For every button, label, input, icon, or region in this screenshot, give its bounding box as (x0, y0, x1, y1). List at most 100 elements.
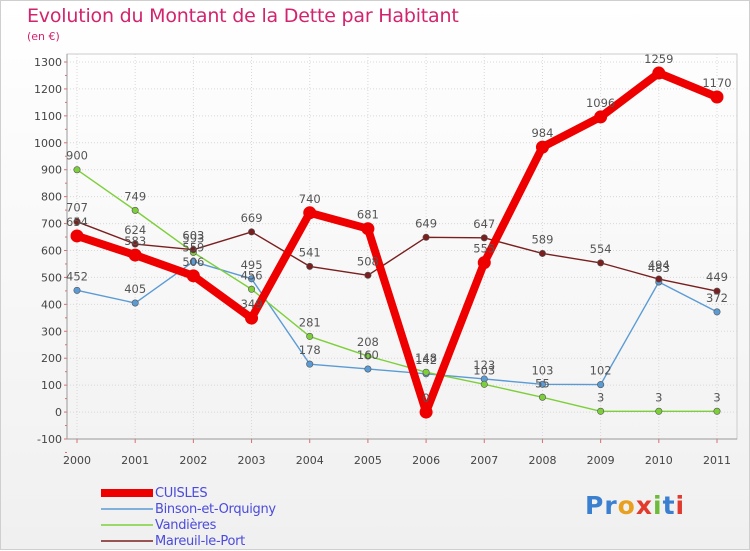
data-label-binson-et-orquigny: 405 (124, 282, 146, 296)
series-line-cuisles (73, 69, 721, 417)
y-tick-label: -100 (37, 433, 62, 446)
data-point-vandieres (422, 368, 430, 376)
data-label-binson-et-orquigny: 559 (182, 241, 204, 255)
legend-label-binson-et-orquigny: Binson-et-Orquigny (155, 501, 276, 517)
x-tick-label: 2004 (296, 454, 324, 467)
data-label-mareuil-le-port: 589 (531, 232, 553, 246)
data-label-binson-et-orquigny: 372 (706, 291, 728, 305)
data-point-vandieres (480, 380, 488, 388)
data-point-cuisles (710, 90, 724, 104)
data-label-binson-et-orquigny: 160 (357, 348, 379, 362)
data-point-cuisles (535, 140, 549, 154)
x-tick-label: 2003 (238, 454, 266, 467)
chart-title: Evolution du Montant de la Dette par Hab… (27, 5, 459, 27)
data-point-vandieres (364, 352, 372, 360)
data-point-binson-et-orquigny (364, 365, 372, 373)
data-label-vandieres: 148 (415, 351, 437, 365)
data-point-vandieres (597, 407, 605, 415)
data-label-mareuil-le-port: 541 (299, 245, 321, 259)
data-label-cuisles: 506 (182, 255, 204, 269)
y-tick-label: 600 (41, 245, 62, 258)
x-tick-label: 2002 (179, 454, 207, 467)
y-tick-label: 1200 (34, 83, 62, 96)
y-tick-label: 1300 (34, 56, 62, 69)
data-label-mareuil-le-port: 647 (473, 217, 495, 231)
data-label-vandieres: 208 (357, 335, 379, 349)
y-tick-label: 800 (41, 191, 62, 204)
data-point-mareuil-le-port (655, 275, 663, 283)
data-point-binson-et-orquigny (73, 286, 81, 294)
data-label-mareuil-le-port: 603 (182, 229, 204, 243)
data-label-vandieres: 456 (241, 268, 263, 282)
data-label-mareuil-le-port: 707 (66, 201, 88, 215)
y-tick-label: 400 (41, 298, 62, 311)
data-point-cuisles (652, 66, 666, 80)
data-point-cuisles (303, 206, 317, 220)
y-tick-label: 1000 (34, 137, 62, 150)
data-point-binson-et-orquigny (189, 258, 197, 266)
y-tick-label: 500 (41, 271, 62, 284)
data-label-binson-et-orquigny: 483 (648, 261, 670, 275)
data-label-mareuil-le-port: 649 (415, 216, 437, 230)
data-label-binson-et-orquigny: 495 (241, 258, 263, 272)
y-tick-label: 0 (55, 406, 62, 419)
x-tick-label: 2006 (412, 454, 440, 467)
data-point-cuisles (186, 269, 200, 283)
data-label-cuisles: 349 (241, 297, 263, 311)
series-line-mareuil-le-port (76, 220, 718, 292)
series-vandieres (73, 166, 721, 415)
y-tick-label: 100 (41, 379, 62, 392)
data-point-vandieres (131, 206, 139, 214)
data-point-mareuil-le-port (713, 287, 721, 295)
data-point-vandieres (713, 407, 721, 415)
legend-item-vandieres: Vandières (101, 517, 216, 533)
data-point-vandieres (73, 166, 81, 174)
x-tick-label: 2011 (703, 454, 731, 467)
data-label-vandieres: 103 (473, 363, 495, 377)
data-label-mareuil-le-port: 449 (706, 270, 728, 284)
x-tick-label: 2010 (645, 454, 673, 467)
data-label-mareuil-le-port: 494 (648, 258, 670, 272)
y-tick-label: 900 (41, 164, 62, 177)
y-tick-label: 700 (41, 218, 62, 231)
legend-swatch-mareuil-le-port (101, 540, 153, 542)
data-point-vandieres (655, 407, 663, 415)
data-point-mareuil-le-port (248, 228, 256, 236)
series-line-vandieres (76, 169, 718, 412)
series-mareuil-le-port (73, 218, 721, 295)
data-label-binson-et-orquigny: 103 (531, 363, 553, 377)
data-label-mareuil-le-port: 508 (357, 254, 379, 268)
data-point-mareuil-le-port (73, 218, 81, 226)
data-label-binson-et-orquigny: 178 (299, 343, 321, 357)
legend-label-vandieres: Vandières (155, 517, 217, 533)
data-point-cuisles (477, 256, 491, 270)
proxiti-logo: Proxiti (585, 491, 686, 520)
x-tick-label: 2001 (121, 454, 149, 467)
data-label-vandieres: 900 (66, 149, 88, 163)
data-label-vandieres: 593 (182, 231, 204, 245)
data-label-binson-et-orquigny: 123 (473, 358, 495, 372)
data-label-cuisles: 555 (473, 242, 495, 256)
y-tick-label: 300 (41, 325, 62, 338)
data-point-mareuil-le-port (480, 234, 488, 242)
data-point-cuisles (128, 248, 142, 262)
data-point-cuisles (245, 311, 259, 325)
y-tick-label: 1100 (34, 110, 62, 123)
data-label-cuisles: 1096 (586, 96, 615, 110)
data-point-mareuil-le-port (538, 249, 546, 257)
data-point-binson-et-orquigny (713, 308, 721, 316)
data-point-cuisles (361, 222, 375, 236)
data-point-binson-et-orquigny (597, 381, 605, 389)
legend-swatch-cuisles (101, 489, 153, 497)
unit-label: (en €) (27, 30, 60, 43)
data-point-binson-et-orquigny (538, 380, 546, 388)
data-label-cuisles: 984 (531, 126, 553, 140)
data-label-cuisles: 681 (357, 208, 379, 222)
data-label-vandieres: 3 (655, 390, 662, 404)
data-point-mareuil-le-port (131, 240, 139, 248)
data-label-cuisles: 0 (422, 391, 429, 405)
data-point-mareuil-le-port (364, 271, 372, 279)
data-point-mareuil-le-port (422, 233, 430, 241)
